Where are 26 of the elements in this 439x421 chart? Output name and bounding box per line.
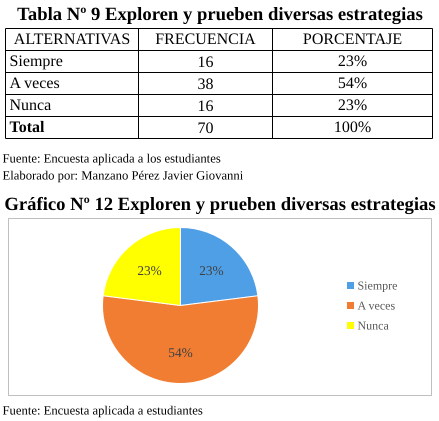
category-label: Total xyxy=(10,119,46,136)
legend-label: Siempre xyxy=(358,278,398,292)
source-note: Fuente: Encuesta aplicada a estudiantes xyxy=(2,404,203,418)
data-label: 100% xyxy=(334,119,372,136)
data-label: 54% xyxy=(168,344,193,360)
data-label: 23% xyxy=(338,53,368,70)
category-label: A veces xyxy=(10,75,60,92)
text: Elaborado por: Manzano Pérez Javier Giovanni xyxy=(2,168,244,182)
data-label: 16 xyxy=(198,98,214,115)
data-label: 54% xyxy=(338,75,368,92)
category-label: Nunca xyxy=(10,97,52,114)
text: ALTERNATIVAS xyxy=(14,31,130,48)
data-label: 16 xyxy=(198,54,214,71)
legend-label: A veces xyxy=(358,298,396,312)
text: PORCENTAJE xyxy=(302,31,402,48)
data-label: 23% xyxy=(199,262,224,278)
series-label: FRECUENCIA xyxy=(155,31,256,48)
source-note: Fuente: Encuesta aplicada a los estudiantes xyxy=(2,152,221,166)
data-label: 23% xyxy=(137,262,162,278)
data-label: 70 xyxy=(198,120,214,137)
category-label: Siempre xyxy=(10,53,63,70)
legend-label: Nunca xyxy=(358,318,390,332)
chart-title: Gráfico Nº 12 Exploren y prueben diversas estrategias xyxy=(4,194,436,215)
text: Tabla Nº 9 Exploren y prueben diversas estrategias xyxy=(17,4,423,25)
data-label: 38 xyxy=(198,76,214,93)
data-label: 23% xyxy=(338,97,368,114)
